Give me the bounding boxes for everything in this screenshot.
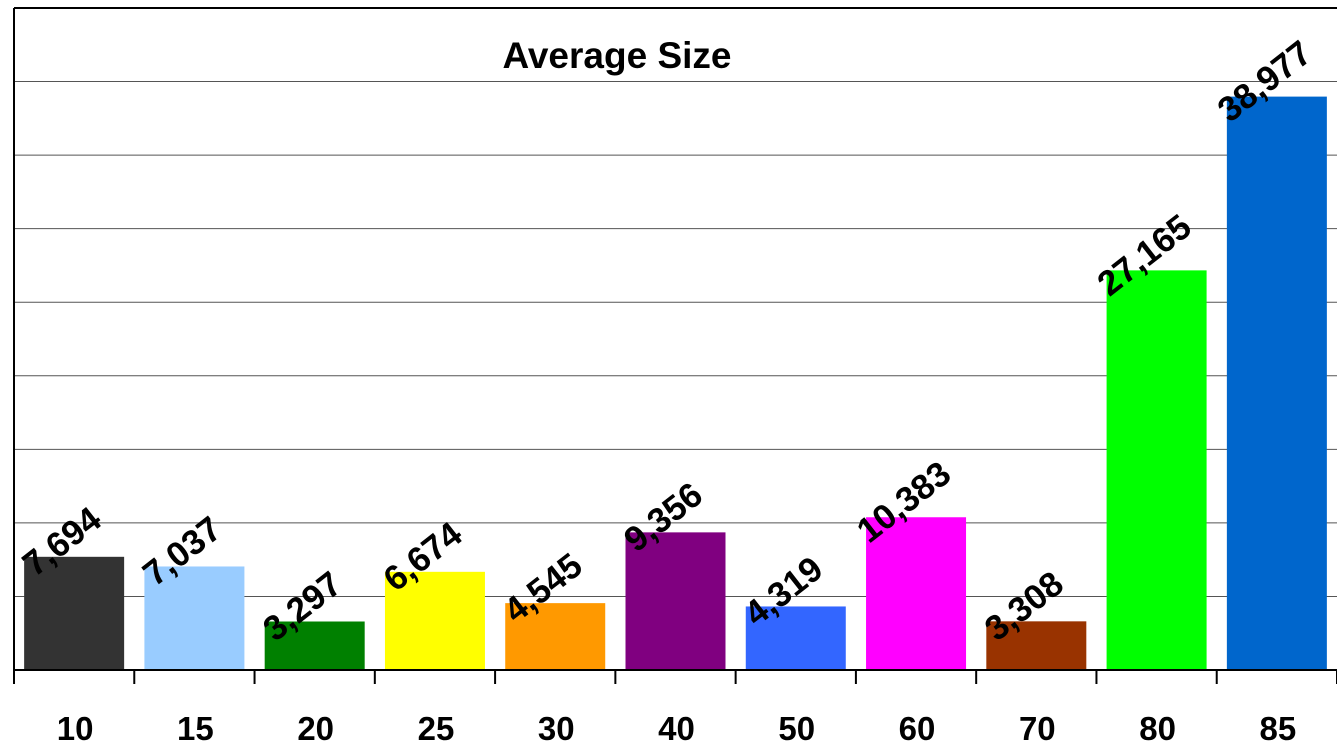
x-tick-label-60: 60: [899, 710, 936, 747]
bar-70: [986, 621, 1087, 670]
x-tick-label-25: 25: [418, 710, 455, 747]
bar-80: [1106, 270, 1207, 670]
x-tick-label-85: 85: [1260, 710, 1297, 747]
x-tick-label-80: 80: [1139, 710, 1176, 747]
bar-60: [866, 517, 967, 670]
x-tick-label-10: 10: [57, 710, 94, 747]
x-tick-label-50: 50: [778, 710, 815, 747]
chart-title: Average Size: [503, 35, 732, 76]
tick-labels: 10 15 20 25 30 40 50 60 70 80 85: [57, 710, 1296, 747]
x-tick-label-40: 40: [658, 710, 695, 747]
bar-50: [745, 606, 846, 670]
x-tick-label-15: 15: [177, 710, 214, 747]
bar-15: [144, 566, 245, 670]
x-tick-label-30: 30: [538, 710, 575, 747]
bar-20: [264, 621, 365, 670]
bars: [24, 96, 1327, 670]
bar-10: [24, 556, 125, 670]
x-tick-label-70: 70: [1019, 710, 1056, 747]
bar-85: [1226, 96, 1327, 670]
x-tick-label-20: 20: [297, 710, 334, 747]
bar-40: [625, 532, 726, 670]
bar-30: [505, 603, 606, 670]
axes: [13, 7, 1337, 684]
bar-25: [384, 571, 485, 670]
